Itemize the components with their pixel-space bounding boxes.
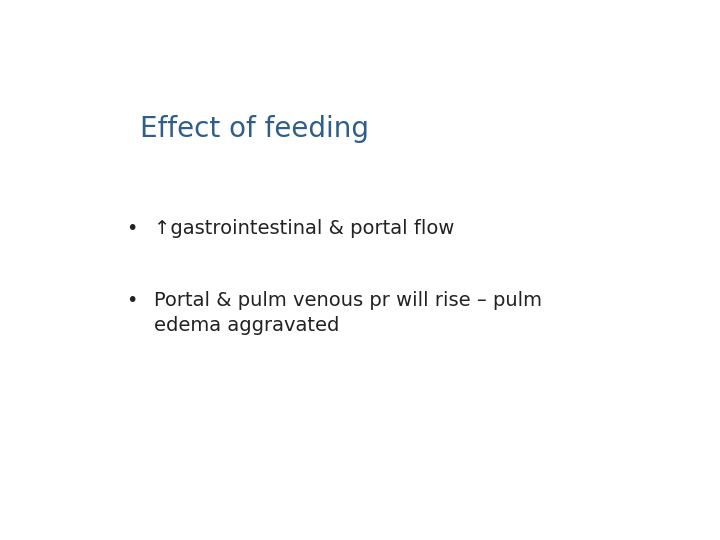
Text: •: •: [126, 219, 138, 238]
Text: Effect of feeding: Effect of feeding: [140, 114, 369, 143]
Text: •: •: [126, 292, 138, 310]
Text: Portal & pulm venous pr will rise – pulm
edema aggravated: Portal & pulm venous pr will rise – pulm…: [154, 292, 542, 335]
Text: ↑gastrointestinal & portal flow: ↑gastrointestinal & portal flow: [154, 219, 454, 238]
